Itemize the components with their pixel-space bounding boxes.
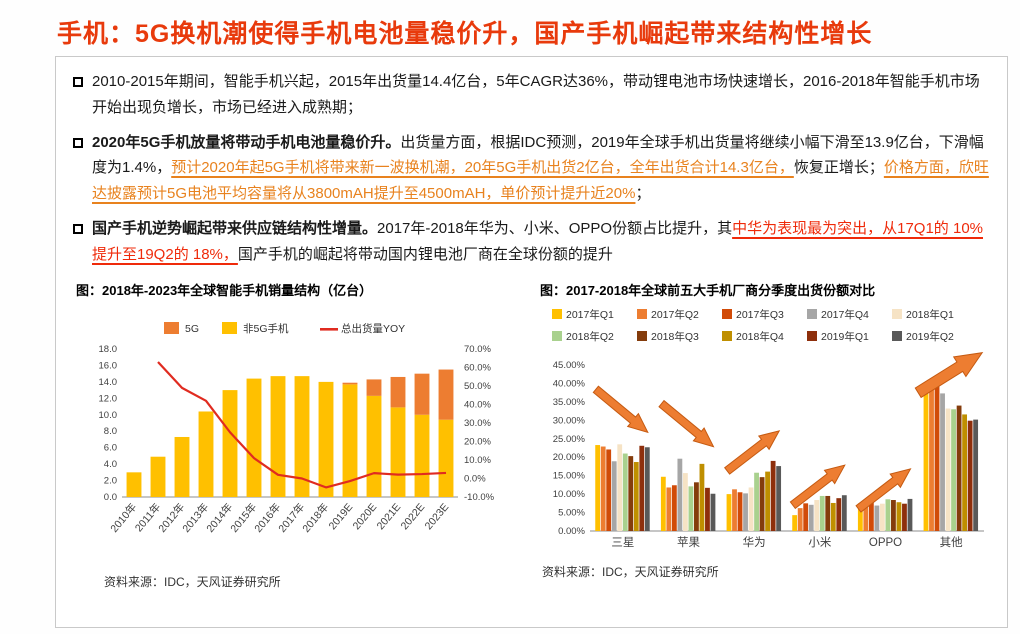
svg-text:20.0%: 20.0% xyxy=(464,436,491,447)
vendor-share-chart: 0.00% 5.00% 10.00% 15.00% 20.00% 25.00% 30.00%… xyxy=(552,308,984,549)
svg-text:10.0%: 10.0% xyxy=(464,455,491,466)
grouped-bars xyxy=(595,382,979,531)
svg-text:2018年Q4: 2018年Q4 xyxy=(736,330,784,343)
right-chart-source: 资料来源：IDC，天风证券研究所 xyxy=(542,564,719,579)
bullet-text: 2010-2015年期间，智能手机兴起，2015年出货量14.4亿台，5年CAG… xyxy=(92,73,980,116)
bullet-item: 2020年5G手机放量将带动手机电池量稳价升。出货量方面，根据IDC预测，201… xyxy=(70,130,991,207)
y-axis-labels: 0.0 2.0 4.0 6.0 8.0 10.0 12.0 14.0 16.0 18.0 -10.0… xyxy=(99,344,495,503)
svg-text:OPPO: OPPO xyxy=(869,537,902,549)
left-chart-title: 图：2018年-2023年全球智能手机销量结构（亿台） xyxy=(76,282,373,298)
bullet-square-icon xyxy=(73,223,83,234)
svg-text:20.00%: 20.00% xyxy=(553,452,586,463)
bullet-item: 2010-2015年期间，智能手机兴起，2015年出货量14.4亿台，5年CAG… xyxy=(70,69,991,121)
bullet-item: 国产手机逆势崛起带来供应链结构性增量。2017年-2018年华为、小米、OPPO… xyxy=(70,216,991,268)
svg-text:70.0%: 70.0% xyxy=(464,344,491,355)
svg-text:0.00%: 0.00% xyxy=(558,526,585,537)
svg-text:15.00%: 15.00% xyxy=(553,470,586,481)
svg-text:2017年Q3: 2017年Q3 xyxy=(736,308,784,321)
left-chart-source: 资料来源：IDC，天风证券研究所 xyxy=(104,574,281,589)
svg-text:2.0: 2.0 xyxy=(104,475,117,486)
svg-text:5.00%: 5.00% xyxy=(558,507,585,518)
svg-text:60.0%: 60.0% xyxy=(464,362,491,373)
svg-text:10.0: 10.0 xyxy=(99,409,118,420)
svg-text:-10.0%: -10.0% xyxy=(464,492,495,503)
svg-text:10.00%: 10.00% xyxy=(553,489,586,500)
bullet-square-icon xyxy=(73,137,83,148)
charts-row: 图：2018年-2023年全球智能手机销量结构（亿台） 0.0 2.0 4.0 6.0… xyxy=(70,280,991,590)
bullet-text: 国产手机逆势崛起带来供应链结构性增量。2017年-2018年华为、小米、OPPO… xyxy=(92,219,983,263)
yoy-line xyxy=(157,360,447,489)
svg-text:40.0%: 40.0% xyxy=(464,399,491,410)
svg-text:2021E: 2021E xyxy=(375,501,404,532)
right-chart-title: 图：2017-2018年全球前五大手机厂商分季度出货份额对比 xyxy=(540,282,876,298)
svg-text:其他: 其他 xyxy=(940,536,963,549)
bullet-square-icon xyxy=(73,77,83,87)
svg-text:2018年Q3: 2018年Q3 xyxy=(651,330,699,343)
svg-text:18.0: 18.0 xyxy=(99,344,118,355)
stacked-bars xyxy=(126,369,454,497)
svg-text:华为: 华为 xyxy=(743,535,766,549)
svg-text:35.00%: 35.00% xyxy=(553,396,586,407)
svg-text:0.0%: 0.0% xyxy=(464,473,486,484)
legend: 5G 非5G手机 总出货量YOY xyxy=(164,321,405,335)
content-box: 2010-2015年期间，智能手机兴起，2015年出货量14.4亿台，5年CAG… xyxy=(55,56,1008,628)
bullet-list: 2010-2015年期间，智能手机兴起，2015年出货量14.4亿台，5年CAG… xyxy=(70,69,991,268)
svg-text:2017年Q4: 2017年Q4 xyxy=(821,308,869,321)
svg-text:12.0: 12.0 xyxy=(99,393,118,404)
trend-arrows xyxy=(592,351,984,513)
svg-text:14.0: 14.0 xyxy=(99,376,118,387)
legend: 2017年Q1 2017年Q2 2017年Q3 2017年Q4 2018年Q1 2018年… xyxy=(552,308,954,343)
svg-text:小米: 小米 xyxy=(808,536,831,549)
svg-text:30.0%: 30.0% xyxy=(464,418,491,429)
svg-text:2022E: 2022E xyxy=(399,501,428,532)
svg-text:2018年Q2: 2018年Q2 xyxy=(566,330,614,343)
svg-text:5G: 5G xyxy=(185,323,199,335)
left-chart-panel: 图：2018年-2023年全球智能手机销量结构（亿台） 0.0 2.0 4.0 6.0… xyxy=(70,280,538,590)
svg-text:25.00%: 25.00% xyxy=(553,433,586,444)
svg-text:40.00%: 40.00% xyxy=(553,378,586,389)
svg-text:非5G手机: 非5G手机 xyxy=(243,322,289,335)
svg-text:30.00%: 30.00% xyxy=(553,415,586,426)
svg-text:2023E: 2023E xyxy=(423,501,452,532)
smartphone-volume-chart: 0.0 2.0 4.0 6.0 8.0 10.0 12.0 14.0 16.0 18.0 -10.0… xyxy=(99,321,495,534)
svg-text:2017年Q1: 2017年Q1 xyxy=(566,308,614,321)
svg-text:总出货量YOY: 总出货量YOY xyxy=(341,322,405,335)
svg-text:6.0: 6.0 xyxy=(104,442,117,453)
svg-text:三星: 三星 xyxy=(611,536,634,549)
svg-text:2017年Q2: 2017年Q2 xyxy=(651,308,699,321)
page-title: 手机：5G换机潮使得手机电池量稳价升，国产手机崛起带来结构性增长 xyxy=(57,20,873,48)
y-axis-labels: 0.00% 5.00% 10.00% 15.00% 20.00% 25.00% 30.00%… xyxy=(553,360,586,537)
svg-text:8.0: 8.0 xyxy=(104,426,117,437)
svg-text:50.0%: 50.0% xyxy=(464,381,491,392)
svg-text:2010年: 2010年 xyxy=(108,500,140,534)
svg-text:2018年Q1: 2018年Q1 xyxy=(906,308,954,321)
bullet-text: 2020年5G手机放量将带动手机电池量稳价升。出货量方面，根据IDC预测，201… xyxy=(92,133,989,203)
svg-text:2018年: 2018年 xyxy=(300,500,332,534)
svg-text:2020E: 2020E xyxy=(351,501,380,532)
svg-text:45.00%: 45.00% xyxy=(553,360,586,371)
right-chart-panel: 图：2017-2018年全球前五大手机厂商分季度出货份额对比 0.00% 5.00… xyxy=(538,280,990,590)
svg-text:0.0: 0.0 xyxy=(104,492,117,503)
svg-text:16.0: 16.0 xyxy=(99,360,118,371)
svg-text:2019年Q2: 2019年Q2 xyxy=(906,330,954,343)
svg-text:2019年Q1: 2019年Q1 xyxy=(821,330,869,343)
svg-text:4.0: 4.0 xyxy=(104,459,117,470)
svg-text:2019E: 2019E xyxy=(327,501,356,532)
svg-text:苹果: 苹果 xyxy=(677,535,700,549)
x-axis-labels: 2010年2011年2012年2013年2014年2015年2016年2017年… xyxy=(108,500,452,534)
x-axis-labels: 三星 苹果 华为 小米 OPPO 其他 xyxy=(611,535,963,549)
